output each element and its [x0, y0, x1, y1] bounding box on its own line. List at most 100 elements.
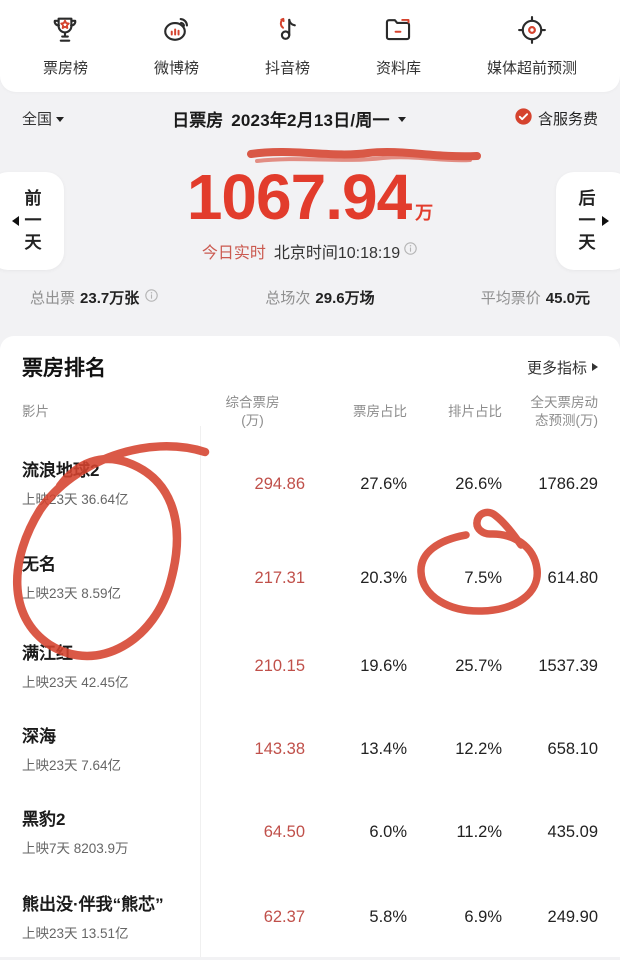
info-icon[interactable]	[403, 241, 418, 261]
table-row[interactable]: 黑豹2 上映7天 8203.9万 64.50 6.0% 11.2% 435.09	[0, 791, 620, 874]
film-subtitle: 上映7天 8203.9万	[22, 840, 129, 856]
box-office-value: 64.50	[263, 823, 305, 842]
date-selector[interactable]: 日票房 2023年2月13日/周一	[172, 106, 406, 131]
prev-day-button[interactable]: 前一天	[0, 172, 64, 270]
metric-label: 日票房	[172, 110, 224, 130]
info-icon[interactable]	[144, 288, 159, 307]
next-day-label: 后一天	[578, 188, 596, 253]
table-row[interactable]: 无名 上映23天 8.59亿 217.31 20.3% 7.5% 614.80	[0, 531, 620, 625]
film-subtitle: 上映23天 7.64亿	[22, 757, 122, 773]
nav-item-boxoffice-rank[interactable]: 票房榜	[43, 13, 88, 78]
music-note-icon	[270, 13, 304, 52]
stat-value: 23.7万张	[80, 290, 140, 308]
prev-day-label: 前一天	[24, 188, 42, 253]
service-fee-label: 含服务费	[537, 110, 598, 128]
more-indicators-label: 更多指标	[526, 359, 587, 377]
trophy-icon	[48, 13, 82, 52]
nav-label: 抖音榜	[264, 59, 310, 77]
caret-down-icon	[56, 116, 65, 122]
col-header-screen-share: 排片占比	[448, 403, 502, 419]
film-title: 流浪地球2	[22, 461, 100, 481]
filter-row: 全国 日票房 2023年2月13日/周一 含服务费	[0, 96, 620, 140]
film-title: 满江红	[22, 643, 73, 663]
stat-showings: 总场次 29.6万场	[265, 287, 374, 308]
table-header-row: 影片 综合票房(万) 票房占比 排片占比 全天票房动态预测(万)	[0, 388, 620, 437]
stat-label: 平均票价	[480, 290, 541, 308]
screen-share-value: 12.2%	[455, 740, 502, 759]
box-share-value: 19.6%	[360, 657, 407, 676]
more-indicators-link[interactable]: 更多指标	[527, 357, 598, 378]
col-header-film: 影片	[22, 403, 49, 419]
film-subtitle: 上映23天 36.64亿	[22, 492, 129, 508]
screen-share-value: 26.6%	[455, 474, 502, 493]
table-row[interactable]: 熊出没·伴我“熊芯” 上映23天 13.51亿 62.37 5.8% 6.9% …	[0, 874, 620, 957]
film-subtitle: 上映23天 13.51亿	[22, 925, 129, 941]
nav-item-weibo-rank[interactable]: 微博榜	[154, 13, 199, 78]
forecast-value: 435.09	[547, 823, 598, 842]
film-title: 无名	[22, 555, 56, 575]
check-circle-icon	[514, 107, 533, 130]
forecast-value: 658.10	[547, 740, 598, 759]
box-office-value: 217.31	[254, 568, 305, 587]
date-underline-annotation	[247, 147, 481, 161]
forecast-value: 1537.39	[538, 657, 598, 676]
box-share-value: 20.3%	[360, 568, 407, 587]
stat-label: 总出票	[30, 290, 76, 308]
summary-stats: 总出票 23.7万张 总场次 29.6万场 平均票价 45.0元	[0, 287, 620, 308]
nav-label: 资料库	[375, 59, 421, 77]
nav-item-media-forecast[interactable]: 媒体超前预测	[487, 13, 577, 78]
box-share-value: 5.8%	[369, 908, 407, 927]
nav-label: 票房榜	[42, 59, 88, 77]
box-share-value: 6.0%	[369, 823, 407, 842]
screen-share-value: 7.5%	[464, 568, 502, 587]
table-row[interactable]: 深海 上映23天 7.64亿 143.38 13.4% 12.2% 658.10	[0, 708, 620, 791]
date-label: 2023年2月13日/周一	[231, 110, 390, 130]
stat-value: 45.0元	[545, 290, 590, 308]
nav-item-database[interactable]: 资料库	[376, 13, 421, 78]
screen-share-value: 11.2%	[456, 823, 502, 842]
col-header-box: 综合票房(万)	[225, 395, 280, 428]
box-office-value: 62.37	[263, 908, 305, 927]
film-cell: 深海 上映23天 7.64亿	[0, 726, 200, 774]
caret-down-icon	[397, 116, 406, 122]
box-share-value: 27.6%	[360, 474, 407, 493]
stat-avg-price: 平均票价 45.0元	[481, 287, 590, 308]
service-fee-toggle[interactable]: 含服务费	[514, 107, 598, 130]
ranking-title: 票房排名	[22, 357, 106, 381]
box-office-value: 210.15	[254, 657, 305, 676]
forecast-value: 614.80	[547, 568, 598, 587]
film-cell: 无名 上映23天 8.59亿	[0, 554, 200, 602]
stat-value: 29.6万场	[315, 290, 375, 308]
table-row[interactable]: 满江红 上映23天 42.45亿 210.15 19.6% 25.7% 1537…	[0, 625, 620, 708]
stat-label: 总场次	[265, 290, 311, 308]
nav-item-douyin-rank[interactable]: 抖音榜	[265, 13, 310, 78]
arrow-left-icon	[11, 216, 19, 226]
film-title: 深海	[22, 726, 56, 746]
screen-share-value: 25.7%	[455, 657, 502, 676]
ranking-card: 票房排名 更多指标 影片 综合票房(万) 票房占比 排片占比 全天票房动态预测(…	[0, 336, 620, 958]
film-subtitle: 上映23天 42.45亿	[22, 674, 129, 690]
table-row[interactable]: 流浪地球2 上映23天 36.64亿 294.86 27.6% 26.6% 17…	[0, 437, 620, 531]
film-title: 熊出没·伴我“熊芯”	[22, 894, 164, 914]
region-label: 全国	[22, 110, 53, 128]
target-icon	[515, 13, 549, 52]
realtime-label: 今日实时	[201, 245, 266, 263]
film-title: 黑豹2	[22, 809, 66, 829]
film-cell: 满江红 上映23天 42.45亿	[0, 643, 200, 691]
boxoffice-unit: 万	[415, 203, 434, 223]
arrow-right-icon	[601, 216, 609, 226]
daily-boxoffice-hero: 1067.94 万 今日实时 北京时间10:18:19	[0, 163, 620, 263]
film-cell: 黑豹2 上映7天 8203.9万	[0, 809, 200, 857]
nav-label: 微博榜	[153, 59, 199, 77]
film-cell: 流浪地球2 上映23天 36.64亿	[0, 460, 200, 508]
stat-tickets: 总出票 23.7万张	[30, 287, 159, 308]
column-divider	[200, 426, 201, 958]
col-header-box-share: 票房占比	[353, 403, 407, 419]
box-share-value: 13.4%	[360, 740, 407, 759]
arrow-right-icon	[592, 363, 598, 372]
film-cell: 熊出没·伴我“熊芯” 上映23天 13.51亿	[0, 894, 200, 942]
next-day-button[interactable]: 后一天	[556, 172, 620, 270]
box-office-value: 294.86	[254, 474, 305, 493]
region-selector[interactable]: 全国	[22, 108, 65, 129]
